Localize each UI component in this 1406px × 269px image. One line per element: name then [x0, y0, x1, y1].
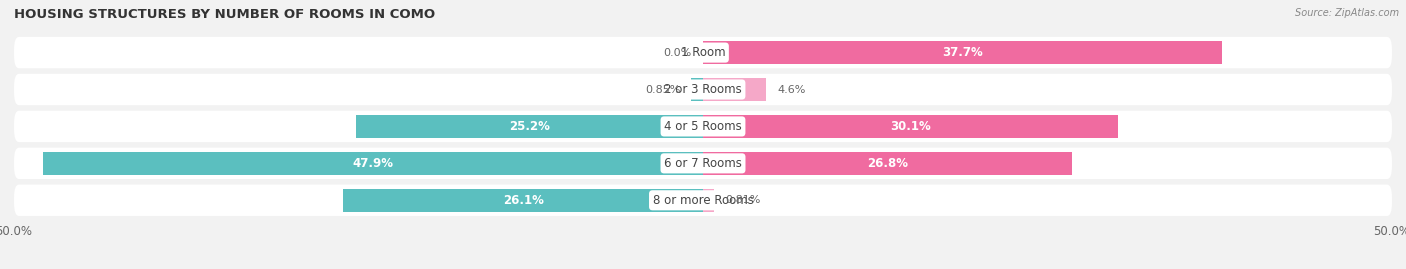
Bar [703, 78, 766, 101]
Text: 47.9%: 47.9% [353, 157, 394, 170]
Text: 0.81%: 0.81% [725, 195, 761, 205]
Bar [703, 41, 1222, 64]
Text: 37.7%: 37.7% [942, 46, 983, 59]
Bar [356, 115, 703, 138]
Text: 26.1%: 26.1% [503, 194, 544, 207]
Text: 2 or 3 Rooms: 2 or 3 Rooms [664, 83, 742, 96]
Text: 8 or more Rooms: 8 or more Rooms [652, 194, 754, 207]
Text: 30.1%: 30.1% [890, 120, 931, 133]
Bar [703, 115, 1118, 138]
Text: 1 Room: 1 Room [681, 46, 725, 59]
FancyBboxPatch shape [14, 111, 1392, 142]
FancyBboxPatch shape [14, 185, 1392, 216]
FancyBboxPatch shape [14, 148, 1392, 179]
Text: 4 or 5 Rooms: 4 or 5 Rooms [664, 120, 742, 133]
Text: 25.2%: 25.2% [509, 120, 550, 133]
FancyBboxPatch shape [14, 37, 1392, 68]
Text: 0.0%: 0.0% [664, 48, 692, 58]
Bar [343, 189, 703, 212]
FancyBboxPatch shape [14, 74, 1392, 105]
Bar [692, 78, 703, 101]
Bar [44, 152, 703, 175]
Text: 0.85%: 0.85% [645, 84, 681, 94]
Text: HOUSING STRUCTURES BY NUMBER OF ROOMS IN COMO: HOUSING STRUCTURES BY NUMBER OF ROOMS IN… [14, 8, 436, 22]
Text: Source: ZipAtlas.com: Source: ZipAtlas.com [1295, 8, 1399, 18]
Bar [703, 152, 1073, 175]
Text: 6 or 7 Rooms: 6 or 7 Rooms [664, 157, 742, 170]
Bar [703, 189, 714, 212]
Text: 4.6%: 4.6% [778, 84, 806, 94]
Text: 26.8%: 26.8% [868, 157, 908, 170]
